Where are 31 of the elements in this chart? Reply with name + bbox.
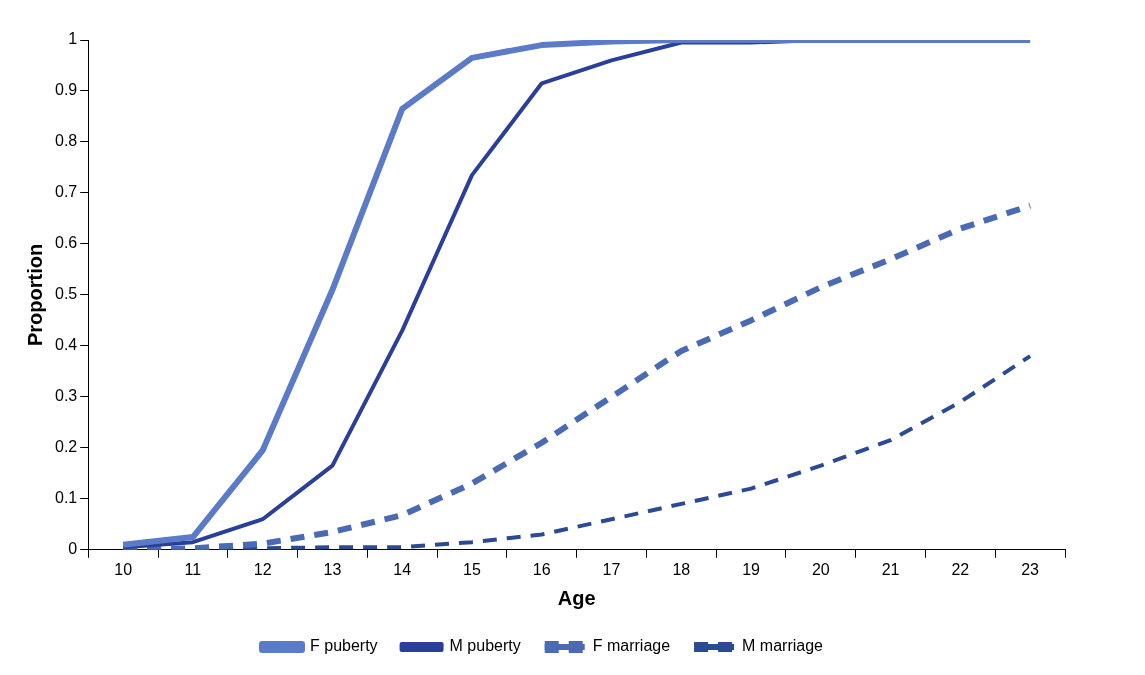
x-tick-label: 14 bbox=[393, 560, 412, 578]
legend-label: M marriage bbox=[742, 637, 824, 655]
x-tick-label: 21 bbox=[881, 560, 900, 578]
y-tick-label: 1 bbox=[68, 30, 78, 48]
y-tick-label: 0.3 bbox=[54, 387, 78, 405]
y-tick-label: 0.7 bbox=[54, 183, 78, 201]
legend-label: F puberty bbox=[310, 637, 378, 655]
x-tick-label: 11 bbox=[184, 560, 202, 578]
x-tick-label: 16 bbox=[532, 560, 551, 578]
y-axis-title: Proportion bbox=[23, 243, 46, 347]
x-tick-label: 20 bbox=[811, 560, 830, 578]
y-tick-label: 0.9 bbox=[54, 81, 78, 99]
legend-label: F marriage bbox=[592, 637, 671, 655]
y-tick-label: 0.8 bbox=[54, 132, 78, 150]
x-tick-label: 13 bbox=[323, 560, 342, 578]
legend-label: M puberty bbox=[449, 637, 521, 655]
x-tick-label: 18 bbox=[672, 560, 691, 578]
x-tick-label: 23 bbox=[1021, 560, 1040, 578]
y-tick-label: 0.4 bbox=[54, 336, 78, 354]
x-axis-title: Age bbox=[557, 586, 596, 609]
y-tick-label: 0.1 bbox=[54, 489, 78, 507]
x-tick-label: 12 bbox=[253, 560, 272, 578]
y-tick-label: 0.6 bbox=[54, 234, 78, 252]
x-tick-label: 22 bbox=[951, 560, 970, 578]
y-tick-label: 0.5 bbox=[54, 285, 78, 303]
y-tick-label: 0.2 bbox=[54, 438, 78, 456]
x-tick-label: 19 bbox=[742, 560, 761, 578]
y-tick-label: 0 bbox=[68, 540, 78, 558]
x-tick-label: 15 bbox=[463, 560, 481, 578]
x-tick-label: 17 bbox=[602, 560, 621, 578]
x-tick-label: 10 bbox=[114, 560, 133, 578]
